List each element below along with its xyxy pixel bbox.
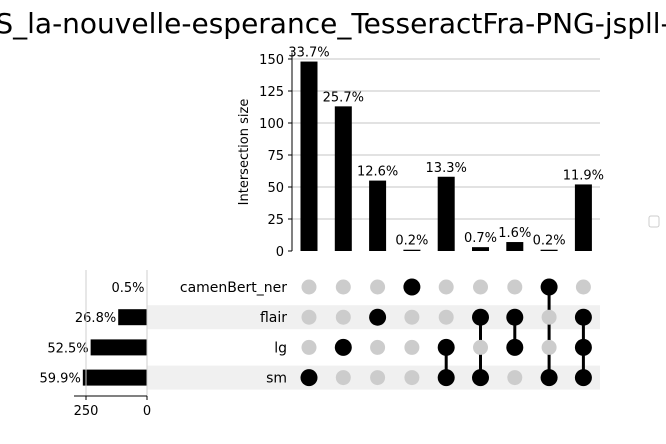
matrix-dot-inactive [370,279,386,295]
set-name: camenBert_ner [180,280,287,296]
set-axis-tick-label: 0 [143,404,151,419]
set-size-label: 26.8% [75,311,116,326]
matrix-dot-inactive [301,339,317,355]
matrix-dot-active [472,308,489,326]
set-name: lg [274,340,287,356]
intersection-bar [472,247,489,251]
matrix-dot-inactive [301,279,317,295]
intersection-bar [300,61,318,252]
matrix-dot-active [437,338,455,356]
intersection-bar [540,249,558,251]
matrix-dot-active [506,338,524,356]
set-size-label: 52.5% [47,341,88,356]
y-tick-label: 125 [259,85,284,100]
intersection-bar [369,180,387,251]
y-tick-label: 150 [259,53,284,68]
intersection-bar [437,176,455,251]
matrix-dot-inactive [404,370,420,386]
set-size-label: 59.9% [40,372,81,387]
matrix-dot-active [574,338,592,356]
matrix-dot-inactive [370,370,386,386]
y-tick-label: 75 [267,149,284,164]
set-size-bar [118,309,147,326]
matrix-dot-active [369,308,387,326]
matrix-dot-inactive [404,309,420,325]
matrix-dot-inactive [370,339,386,355]
set-size-bar [82,369,147,386]
matrix-dot-inactive [404,339,420,355]
matrix-dot-inactive [473,339,488,355]
matrix-dot-active [574,369,592,387]
matrix-dot-inactive [335,279,351,295]
set-name: flair [260,310,287,326]
matrix-dot-inactive [438,279,454,295]
matrix-dot-active [334,338,352,356]
intersection-bar [403,249,421,251]
intersection-label: 0.2% [533,234,566,249]
matrix-dot-inactive [541,309,557,325]
matrix-dot-inactive [301,309,317,325]
y-axis-title: Intersection size [237,99,252,206]
chart-title: S_la-nouvelle-esperance_TesseractFra-PNG… [0,7,666,40]
intersection-bar [574,184,592,251]
matrix-dot-inactive [335,309,351,325]
matrix-dot-inactive [507,279,523,295]
y-tick-label: 25 [267,213,284,228]
intersection-label: 33.7% [288,46,329,61]
intersection-bar [334,106,352,251]
matrix-dot-inactive [438,309,454,325]
set-size-bar [90,339,147,356]
intersection-label: 0.2% [395,234,428,249]
legend-box [648,215,660,228]
intersection-label: 0.7% [464,231,497,246]
y-tick-label: 50 [267,181,284,196]
set-size-label: 0.5% [111,281,144,296]
matrix-dot-inactive [335,370,351,386]
matrix-dot-active [403,278,421,296]
matrix-dot-inactive [473,279,488,295]
y-tick-label: 0 [276,245,284,260]
y-tick-label: 100 [259,117,284,132]
intersection-label: 13.3% [426,161,467,176]
matrix-dot-active [506,308,524,326]
intersection-label: 11.9% [563,168,604,183]
intersection-label: 12.6% [357,165,398,180]
matrix-dot-active [540,278,558,296]
matrix-dot-active [472,369,489,387]
matrix-dot-active [540,369,558,387]
intersection-label: 1.6% [498,226,531,241]
matrix-dot-active [574,308,592,326]
matrix-dot-active [437,369,455,387]
set-name: sm [266,371,287,387]
intersection-label: 25.7% [323,90,364,105]
matrix-dot-active [300,369,318,387]
matrix-dot-inactive [541,339,557,355]
matrix-dot-inactive [507,370,523,386]
set-axis-tick-label: 250 [74,404,99,419]
intersection-bar [506,242,524,251]
matrix-dot-inactive [575,279,591,295]
